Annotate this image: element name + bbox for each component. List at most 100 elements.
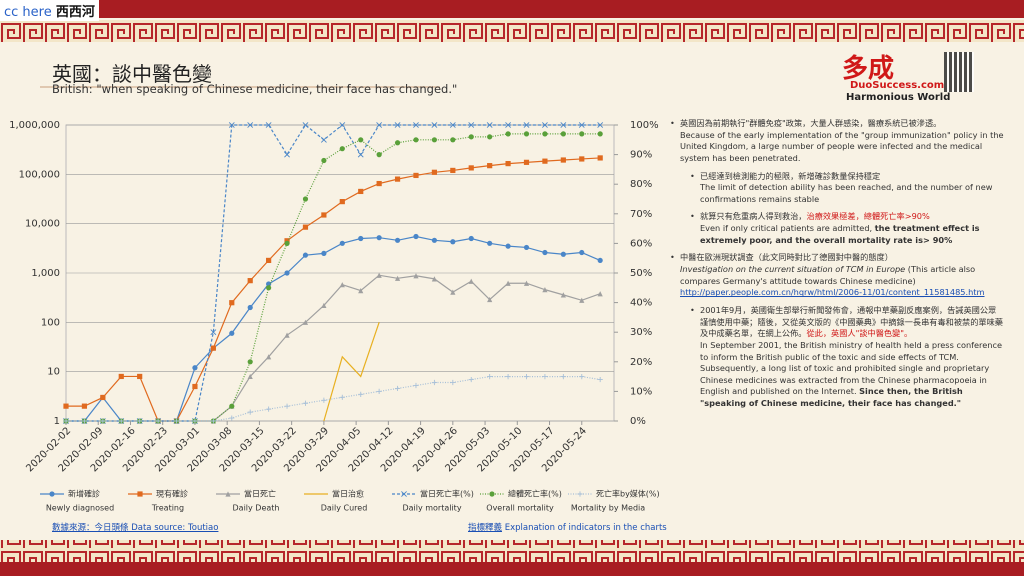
marker [431,122,438,128]
marker [578,122,585,128]
series-line [66,376,601,422]
explain[interactable]: 指標釋義 Explanation of indicators in the ch… [468,521,667,533]
marker [560,157,566,163]
marker [265,122,272,128]
marker [302,319,309,325]
y-tick-label: 100 [41,317,60,328]
marker [247,278,253,284]
marker [247,373,253,380]
marker [225,491,231,497]
slide-title: 英國：談中醫色變 [52,62,212,86]
marker [266,354,272,360]
marker [579,131,585,137]
marker [542,374,548,380]
marker [358,188,364,195]
marker [376,122,383,128]
marker [302,400,309,406]
en-text: Even if only critical patients are admit… [700,223,875,234]
marker [523,280,530,286]
marker [487,163,493,169]
marker [376,272,382,278]
zh-text: 就算只有危重病人得到救治， [700,211,807,222]
qr-code [944,52,974,92]
marker [376,388,382,394]
marker [597,122,604,128]
marker [63,403,69,409]
marker [100,418,106,424]
marker [192,365,198,371]
marker [560,374,566,380]
bullet: 就算只有危重病人得到救治，治療效果極差，總體死亡率>90%Even if onl… [688,211,1004,246]
marker [358,287,364,294]
marker [247,304,253,311]
legend-label-zh: 當日死亡 [244,489,276,499]
marker [137,373,143,380]
marker [339,240,345,246]
zh: 就算只有危重病人得到救治，治療效果極差，總體死亡率>90% [700,211,1004,223]
marker [579,249,585,256]
marker [358,391,364,397]
marker [100,394,106,401]
marker [118,418,124,424]
marker [413,122,419,128]
en: Investigation on the current situation o… [680,264,1004,287]
legend-label: Overall mortality [486,504,554,513]
marker [542,122,548,128]
zh: 英國因為前期執行"群體免疫"政策，大量人群感染，醫療系統已被滲透。 [680,118,942,128]
marker [487,374,493,380]
marker [542,131,548,137]
marker [229,415,235,421]
marker [339,394,345,400]
explain-zh[interactable]: 指標釋義 [468,523,503,533]
en: In September 2001, the British ministry … [700,340,1004,410]
logo-mark: 多成 [842,54,895,84]
marker [431,276,438,282]
marker [302,196,309,202]
marker [468,376,474,383]
slide-subtitle: British: "when speaking of Chinese medic… [52,82,458,96]
legend-label: Newly diagnosed [46,504,114,513]
marker [487,240,493,246]
y2-tick-label: 30% [630,327,652,338]
marker [266,285,272,291]
marker [266,257,272,264]
legend-label-zh: 新增確診 [68,489,100,499]
marker [284,403,290,409]
zh-red: 從此，英國人"談中醫色變"。 [806,328,913,339]
bottom-band [0,562,1024,576]
marker [302,122,309,128]
y2-tick-label: 50% [630,268,652,279]
en-italic: Investigation on the current situation o… [680,264,906,275]
marker [597,257,603,264]
marker [284,270,290,276]
link[interactable]: http://paper.people.com.cn/hqrw/html/200… [680,287,985,298]
marker [542,287,548,293]
marker [468,165,474,171]
marker [468,278,474,284]
marker [597,291,603,297]
marker [284,332,290,338]
marker [579,297,585,303]
series-line [323,322,380,422]
badge: cc here 西西河 [0,0,99,21]
marker [597,155,603,161]
marker [339,282,345,288]
marker [358,235,364,242]
marker [505,122,512,128]
title-rule [40,86,440,88]
legend-label-zh: 總體死亡率(%) [508,489,562,499]
marker [505,374,511,380]
y2-tick-label: 20% [630,357,652,368]
marker [468,235,474,242]
zh: 中醫在歐洲現狀調查（此文同時對比了德國對中醫的態度） [680,252,893,263]
marker [394,122,401,128]
marker [339,199,345,205]
marker [394,176,401,182]
y-tick-label: 1,000 [31,268,60,279]
marker [247,409,253,415]
marker [376,180,382,187]
explain-en[interactable]: Explanation of indicators in the charts [504,523,667,533]
marker [210,418,216,424]
marker [449,122,456,128]
source-text: 數據來源：今日頭條 Data source: Toutiao [52,523,219,533]
